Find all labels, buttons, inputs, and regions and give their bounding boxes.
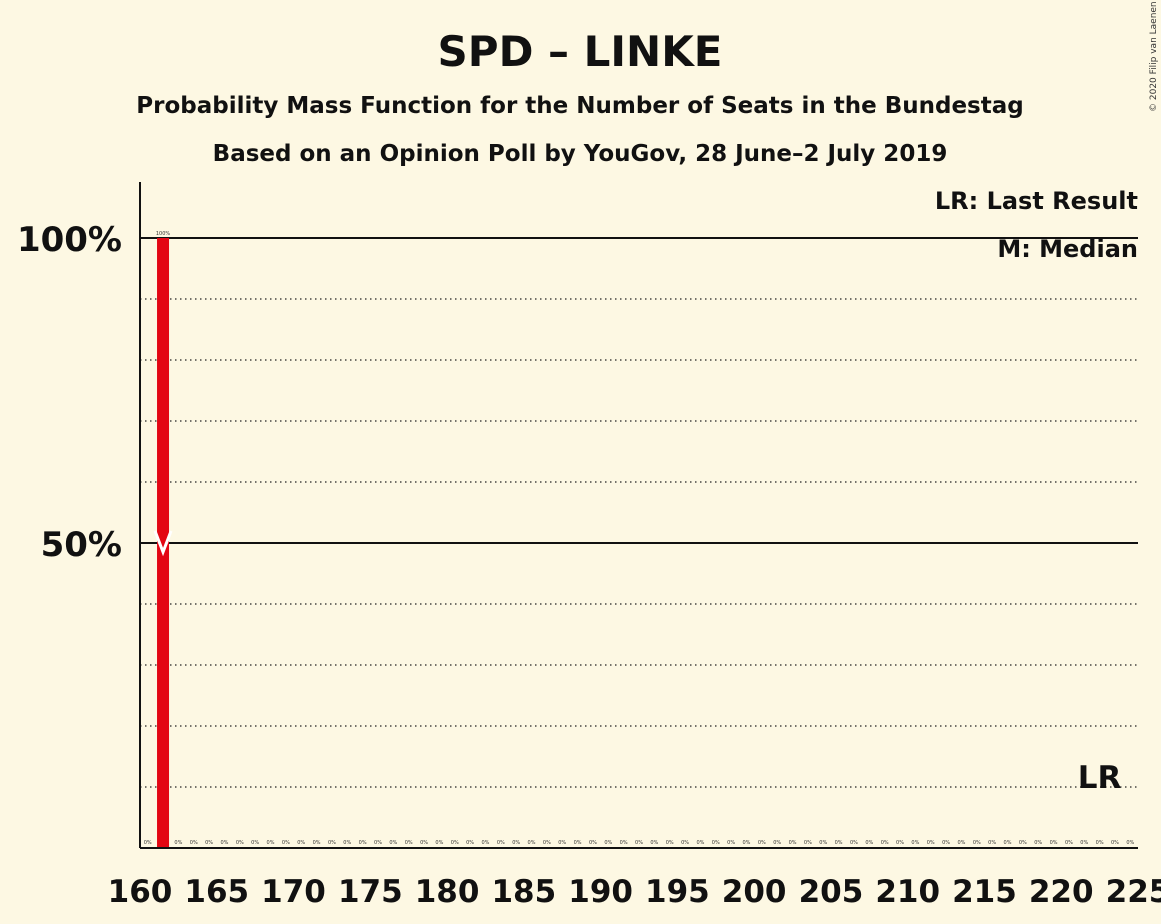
bar-value-label: 0% — [359, 840, 367, 846]
x-tick-label: 220 — [1029, 874, 1094, 910]
bar-value-label: 0% — [1004, 840, 1012, 846]
bar-value-label: 0% — [1111, 840, 1119, 846]
bar-value-label: 0% — [251, 840, 259, 846]
bar-value-label: 0% — [589, 840, 597, 846]
bar-value-label: 0% — [313, 840, 321, 846]
bar-value-label: 0% — [942, 840, 950, 846]
chart-subtitle-2: Based on an Opinion Poll by YouGov, 28 J… — [213, 141, 948, 167]
x-tick-label: 175 — [338, 874, 403, 910]
x-tick-label: 190 — [568, 874, 633, 910]
y-tick-label: 50% — [41, 525, 122, 565]
bar-value-label: 0% — [727, 840, 735, 846]
bar-value-label: 0% — [282, 840, 290, 846]
legend-entry: LR: Last Result — [935, 187, 1138, 215]
bar-value-label: 0% — [497, 840, 505, 846]
bar-value-label: 0% — [681, 840, 689, 846]
legend: LR: Last Result M: Median — [935, 187, 1138, 263]
bar-value-label: 0% — [297, 840, 305, 846]
x-tick-label: 180 — [415, 874, 480, 910]
bar-value-label: 0% — [420, 840, 428, 846]
bar-value-label: 0% — [528, 840, 536, 846]
bar-value-label: 0% — [481, 840, 489, 846]
x-tick-label: 185 — [491, 874, 556, 910]
bar-value-label: 0% — [896, 840, 904, 846]
bar-value-label: 0% — [558, 840, 566, 846]
copyright-text: © 2020 Filip van Laenen — [1149, 1, 1159, 112]
bar-value-label: 0% — [405, 840, 413, 846]
bar-value-label: 0% — [466, 840, 474, 846]
bar-value-label: 0% — [328, 840, 336, 846]
y-tick-label: 100% — [17, 220, 122, 260]
bar-value-label: 0% — [1034, 840, 1042, 846]
bar-value-label: 0% — [1080, 840, 1088, 846]
bar-value-label: 0% — [343, 840, 351, 846]
bar-value-label: 0% — [927, 840, 935, 846]
x-tick-label: 195 — [645, 874, 710, 910]
bar-value-label: 0% — [835, 840, 843, 846]
y-axis-labels: 50% 100% — [17, 220, 122, 565]
bar-value-label: 0% — [174, 840, 182, 846]
legend-entry: M: Median — [997, 235, 1138, 263]
bar-value-label: 0% — [512, 840, 520, 846]
bar-value-label: 0% — [543, 840, 551, 846]
bar-value-label: 0% — [267, 840, 275, 846]
bar-value-label: 0% — [819, 840, 827, 846]
bar-value-label: 0% — [220, 840, 228, 846]
x-tick-label: 165 — [184, 874, 249, 910]
bar-value-label: 0% — [635, 840, 643, 846]
bar-value-label: 0% — [389, 840, 397, 846]
bar-value-label: 0% — [957, 840, 965, 846]
x-tick-label: 215 — [952, 874, 1017, 910]
bar-value-label: 0% — [773, 840, 781, 846]
bar-value-label: 0% — [789, 840, 797, 846]
bar-value-label: 0% — [850, 840, 858, 846]
x-tick-label: 160 — [108, 874, 173, 910]
x-tick-label: 210 — [875, 874, 940, 910]
chart-subtitle: Probability Mass Function for the Number… — [136, 93, 1023, 119]
bar-value-label: 0% — [435, 840, 443, 846]
median-marker — [153, 530, 173, 557]
bar-value-label: 0% — [604, 840, 612, 846]
x-tick-label: 170 — [261, 874, 326, 910]
bar-value-label: 0% — [144, 840, 152, 846]
bar-value-label: 0% — [666, 840, 674, 846]
bar-value-label: 0% — [712, 840, 720, 846]
bar-value-label: 0% — [1050, 840, 1058, 846]
chart-title: SPD – LINKE — [438, 27, 723, 76]
bar-value-label: 0% — [911, 840, 919, 846]
gridlines — [140, 237, 1138, 788]
markers: LR — [153, 530, 1122, 796]
bar-value-label: 0% — [973, 840, 981, 846]
bar-value-label: 0% — [451, 840, 459, 846]
bar-value-label: 0% — [1096, 840, 1104, 846]
bar-value-label: 0% — [620, 840, 628, 846]
bar-value-label: 0% — [374, 840, 382, 846]
bar-value-label: 0% — [190, 840, 198, 846]
last-result-marker: LR — [1078, 760, 1122, 796]
x-tick-label: 205 — [799, 874, 864, 910]
axes — [139, 182, 1138, 849]
x-axis-labels: 160 165 170 175 180 185 190 195 200 205 210 215 220 2… — [108, 874, 1161, 910]
bar-value-label: 0% — [1019, 840, 1027, 846]
bar-value-label: 0% — [865, 840, 873, 846]
bar-value-label: 0% — [743, 840, 751, 846]
bar-value-label: 0% — [696, 840, 704, 846]
x-tick-label: 200 — [722, 874, 787, 910]
bar-value-label: 0% — [804, 840, 812, 846]
bar-value-label: 0% — [1126, 840, 1134, 846]
bar-value-labels: 0% 100% 0% 0% 0% 0% 0% 0% 0% 0% 0% 0% 0% 0% 0% 0% 0% 0% 0%… — [144, 231, 1135, 846]
bar-value-label: 0% — [988, 840, 996, 846]
bar-value-label: 0% — [574, 840, 582, 846]
bar-value-label: 100% — [156, 231, 171, 237]
bars — [157, 238, 170, 848]
bar-value-label: 0% — [205, 840, 213, 846]
bar-value-label: 0% — [758, 840, 766, 846]
bar-value-label: 0% — [1065, 840, 1073, 846]
bar-value-label: 0% — [881, 840, 889, 846]
bar-value-label: 0% — [236, 840, 244, 846]
bar — [157, 238, 170, 848]
x-tick-label: 225 — [1106, 874, 1161, 910]
bar-value-label: 0% — [650, 840, 658, 846]
